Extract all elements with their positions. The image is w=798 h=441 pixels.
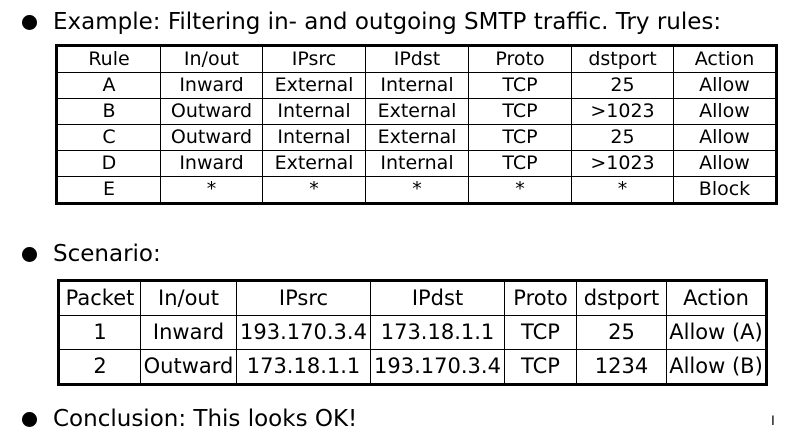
- table-cell: >1023: [571, 98, 674, 125]
- table-cell: TCP: [468, 124, 572, 151]
- scenario-header-cell: Proto: [504, 280, 577, 316]
- bullet-dot-icon: [22, 412, 37, 427]
- table-cell: *: [262, 176, 366, 204]
- table-cell: 25: [571, 72, 674, 99]
- table-cell: E: [56, 176, 161, 204]
- table-row: B Outward Internal External TCP >1023 Al…: [56, 98, 777, 125]
- table-cell: Inward: [140, 315, 237, 350]
- rules-header-cell: dstport: [571, 45, 674, 73]
- conclusion-text: Conclusion: This looks OK!: [53, 406, 358, 432]
- table-cell: *: [160, 176, 263, 204]
- rules-header-cell: IPdst: [365, 45, 469, 73]
- table-cell: 193.170.3.4: [370, 349, 505, 385]
- table-cell: TCP: [468, 150, 572, 177]
- table-row: A Inward External Internal TCP 25 Allow: [56, 72, 777, 99]
- rules-header-cell: In/out: [160, 45, 263, 73]
- table-cell: 1234: [576, 349, 667, 385]
- table-cell: Allow: [673, 72, 777, 99]
- table-cell: 1: [58, 315, 141, 350]
- table-cell: External: [262, 72, 366, 99]
- scenario-header-row: Packet In/out IPsrc IPdst Proto dstport …: [58, 280, 767, 316]
- table-cell: TCP: [468, 72, 572, 99]
- scenario-heading: Scenario:: [53, 241, 161, 267]
- table-cell: Allow (A): [666, 315, 767, 350]
- table-cell: Internal: [365, 150, 469, 177]
- table-cell: Allow: [673, 124, 777, 151]
- table-cell: Outward: [160, 124, 263, 151]
- bullet-example: Example: Filtering in- and outgoing SMTP…: [22, 11, 721, 34]
- table-cell: A: [56, 72, 161, 99]
- table-cell: 2: [58, 349, 141, 385]
- table-cell: *: [365, 176, 469, 204]
- scenario-header-cell: dstport: [576, 280, 667, 316]
- example-heading: Example: Filtering in- and outgoing SMTP…: [53, 9, 722, 35]
- table-cell: *: [468, 176, 572, 204]
- rules-table: Rule In/out IPsrc IPdst Proto dstport Ac…: [55, 44, 778, 205]
- bullet-dot-icon: [22, 15, 37, 30]
- table-cell: Outward: [160, 98, 263, 125]
- bullet-conclusion: Conclusion: This looks OK!: [22, 408, 357, 431]
- rules-header-cell: Proto: [468, 45, 572, 73]
- table-cell: External: [365, 98, 469, 125]
- table-cell: Internal: [262, 98, 366, 125]
- table-cell: Inward: [160, 72, 263, 99]
- bullet-scenario: Scenario:: [22, 243, 161, 266]
- rules-header-cell: IPsrc: [262, 45, 366, 73]
- table-cell: 193.170.3.4: [236, 315, 371, 350]
- text-cursor-icon: Ⅰ: [771, 414, 775, 429]
- table-cell: Block: [673, 176, 777, 204]
- table-cell: 173.18.1.1: [236, 349, 371, 385]
- table-cell: Outward: [140, 349, 237, 385]
- table-cell: Inward: [160, 150, 263, 177]
- scenario-header-cell: In/out: [140, 280, 237, 316]
- table-cell: 173.18.1.1: [370, 315, 505, 350]
- table-cell: 25: [576, 315, 667, 350]
- table-cell: External: [262, 150, 366, 177]
- table-cell: TCP: [504, 315, 577, 350]
- table-cell: Allow (B): [666, 349, 767, 385]
- table-row: E * * * * * Block: [56, 176, 777, 204]
- table-cell: C: [56, 124, 161, 151]
- scenario-table: Packet In/out IPsrc IPdst Proto dstport …: [57, 279, 768, 386]
- table-row: 2 Outward 173.18.1.1 193.170.3.4 TCP 123…: [58, 349, 767, 385]
- rules-header-cell: Rule: [56, 45, 161, 73]
- table-cell: TCP: [468, 98, 572, 125]
- table-cell: >1023: [571, 150, 674, 177]
- table-cell: B: [56, 98, 161, 125]
- table-cell: Allow: [673, 150, 777, 177]
- rules-header-cell: Action: [673, 45, 777, 73]
- table-row: D Inward External Internal TCP >1023 All…: [56, 150, 777, 177]
- bullet-dot-icon: [22, 247, 37, 262]
- table-cell: Allow: [673, 98, 777, 125]
- table-cell: D: [56, 150, 161, 177]
- scenario-header-cell: IPdst: [370, 280, 505, 316]
- scenario-header-cell: Packet: [58, 280, 141, 316]
- scenario-header-cell: IPsrc: [236, 280, 371, 316]
- table-cell: TCP: [504, 349, 577, 385]
- table-cell: Internal: [262, 124, 366, 151]
- table-row: 1 Inward 193.170.3.4 173.18.1.1 TCP 25 A…: [58, 315, 767, 350]
- rules-header-row: Rule In/out IPsrc IPdst Proto dstport Ac…: [56, 45, 777, 73]
- scenario-header-cell: Action: [666, 280, 767, 316]
- table-cell: External: [365, 124, 469, 151]
- table-cell: 25: [571, 124, 674, 151]
- table-cell: Internal: [365, 72, 469, 99]
- table-cell: *: [571, 176, 674, 204]
- table-row: C Outward Internal External TCP 25 Allow: [56, 124, 777, 151]
